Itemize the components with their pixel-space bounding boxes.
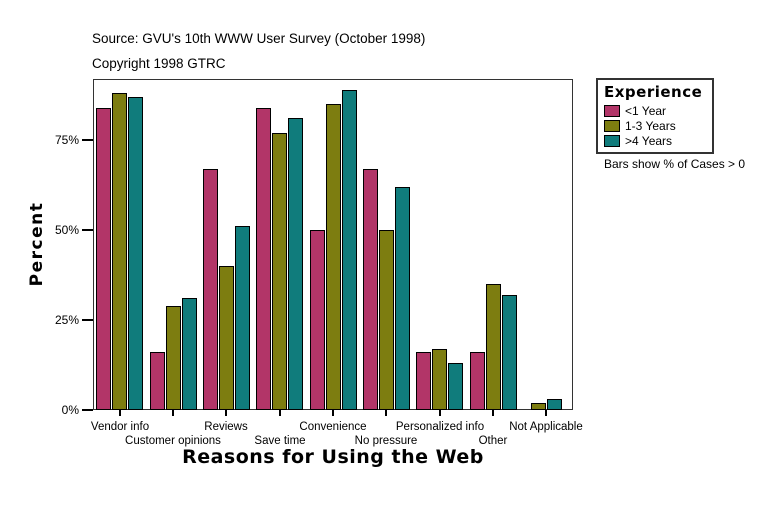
category-label: Not Applicable — [509, 421, 583, 433]
bar — [486, 284, 501, 410]
y-axis-tick — [82, 139, 93, 141]
legend-note: Bars show % of Cases > 0 — [604, 157, 746, 171]
y-tick-label: 75% — [54, 133, 79, 147]
bar — [531, 403, 546, 410]
x-axis-tick — [492, 410, 494, 416]
x-axis-title: Reasons for Using the Web — [182, 446, 484, 468]
bar — [363, 169, 378, 410]
legend-item-gt4years: >4 Years — [604, 134, 707, 148]
category-label: Convenience — [299, 421, 367, 433]
x-axis-tick — [119, 410, 121, 416]
legend: Experience <1 Year 1-3 Years >4 Years — [596, 78, 714, 154]
bar — [448, 363, 463, 410]
bar — [470, 352, 485, 410]
x-axis-tick — [385, 410, 387, 416]
legend-label-lt1year: <1 Year — [625, 104, 667, 118]
x-axis-tick — [279, 410, 281, 416]
legend-swatch-gt4years — [604, 135, 620, 147]
y-axis-tick — [82, 319, 93, 321]
category-label: Vendor info — [90, 421, 150, 433]
bar — [342, 90, 357, 410]
legend-label-1to3years: 1-3 Years — [625, 119, 676, 133]
y-tick-label: 0% — [61, 403, 79, 417]
legend-item-lt1year: <1 Year — [604, 104, 707, 118]
x-axis-tick — [225, 410, 227, 416]
category-label: Personalized info — [395, 421, 485, 433]
bar — [235, 226, 250, 410]
legend-swatch-lt1year — [604, 105, 620, 117]
bar — [150, 352, 165, 410]
bar — [502, 295, 517, 410]
category-label: No pressure — [354, 435, 418, 447]
copyright-text: Copyright 1998 GTRC — [92, 56, 226, 71]
x-axis-tick — [172, 410, 174, 416]
x-axis-tick — [439, 410, 441, 416]
bar — [182, 298, 197, 410]
category-label: Other — [478, 435, 508, 447]
source-text: Source: GVU's 10th WWW User Survey (Octo… — [92, 31, 426, 46]
bar — [219, 266, 234, 410]
bar — [96, 108, 111, 410]
y-tick-label: 50% — [54, 223, 79, 237]
x-axis-tick — [332, 410, 334, 416]
category-label: Reviews — [204, 421, 248, 433]
bar — [272, 133, 287, 410]
category-label: Save time — [254, 435, 306, 447]
y-axis-tick — [82, 229, 93, 231]
bar — [416, 352, 431, 410]
legend-label-gt4years: >4 Years — [625, 134, 673, 148]
bar — [288, 118, 303, 410]
y-axis-title: Percent — [27, 201, 47, 287]
bar — [547, 399, 562, 410]
bar — [310, 230, 325, 410]
bar — [112, 93, 127, 410]
legend-swatch-1to3years — [604, 120, 620, 132]
bar — [203, 169, 218, 410]
legend-title: Experience — [604, 83, 703, 101]
y-axis-tick — [82, 409, 93, 411]
category-label: Customer opinions — [125, 435, 221, 447]
bar — [166, 306, 181, 410]
bar — [432, 349, 447, 410]
bar — [326, 104, 341, 410]
bar — [256, 108, 271, 410]
x-axis-tick — [545, 410, 547, 416]
bar — [395, 187, 410, 410]
legend-item-1to3years: 1-3 Years — [604, 119, 707, 133]
bar — [379, 230, 394, 410]
y-tick-label: 25% — [54, 313, 79, 327]
bar — [128, 97, 143, 410]
